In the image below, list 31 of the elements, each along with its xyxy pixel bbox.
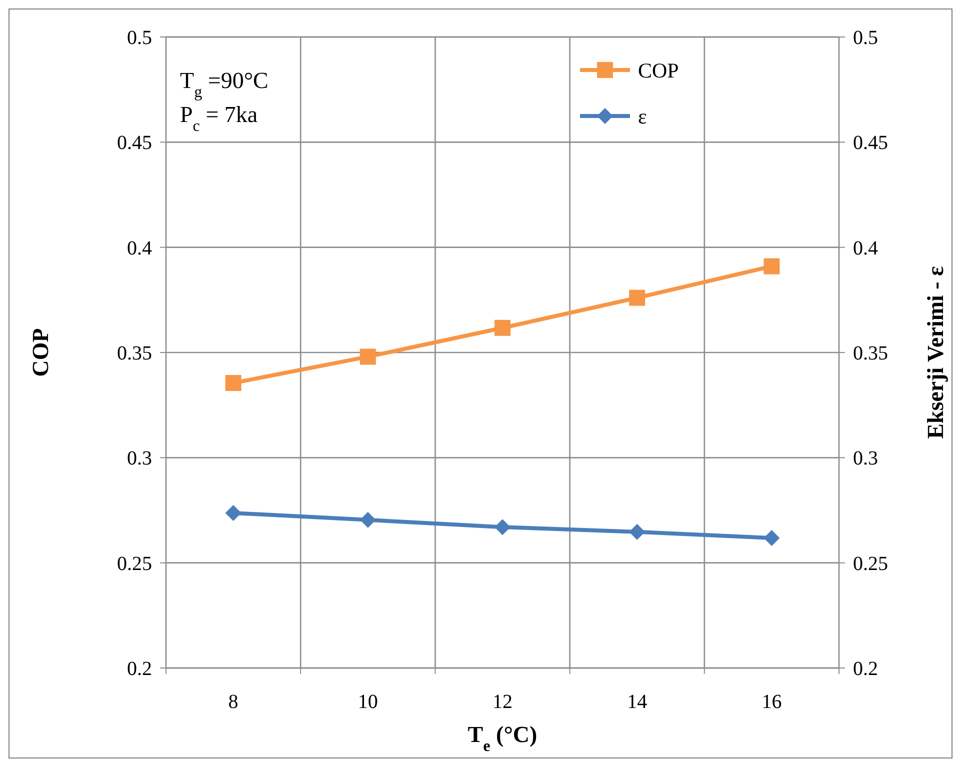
y-tick-label: 0.35 (117, 342, 152, 364)
y-tick-label: 0.25 (117, 552, 152, 575)
point (764, 258, 780, 274)
y-tick-label: 0.3 (127, 448, 152, 470)
y-tick-label: 0.4 (127, 237, 152, 260)
y-tick-label: 0.45 (117, 132, 152, 154)
y2-axis-title: Ekserji Verimi - ε (923, 266, 948, 439)
y-tick-label: 0.5 (127, 27, 152, 49)
x-tick-label: 14 (627, 691, 648, 713)
y2-tick-label: 0.25 (853, 552, 888, 575)
legend-label: ε (638, 104, 647, 128)
x-tick-label: 10 (358, 691, 378, 713)
x-tick-label: 8 (228, 691, 238, 713)
x-tick-label: 12 (492, 691, 512, 713)
point (629, 290, 646, 306)
annotation: T$_{g}$ =90°C (180, 68, 268, 100)
y2-tick-label: 0.35 (853, 342, 888, 364)
y2-tick-label: 0.4 (853, 237, 878, 260)
point (225, 375, 242, 391)
annotation: P$_{c}$ = 7ka (180, 102, 258, 134)
point (494, 320, 510, 336)
y2-tick-label: 0.5 (853, 27, 878, 49)
x-tick-label: 16 (762, 691, 782, 713)
legend-label: COP (638, 58, 679, 82)
y-tick-label: 0.2 (127, 658, 152, 680)
x-axis-title: T$_{e}$ (°C) (468, 722, 538, 754)
y2-tick-label: 0.3 (853, 448, 878, 470)
y2-tick-label: 0.2 (853, 658, 878, 680)
y-axis-title: COP (28, 328, 53, 377)
y2-tick-label: 0.45 (853, 132, 888, 154)
point (360, 348, 376, 365)
